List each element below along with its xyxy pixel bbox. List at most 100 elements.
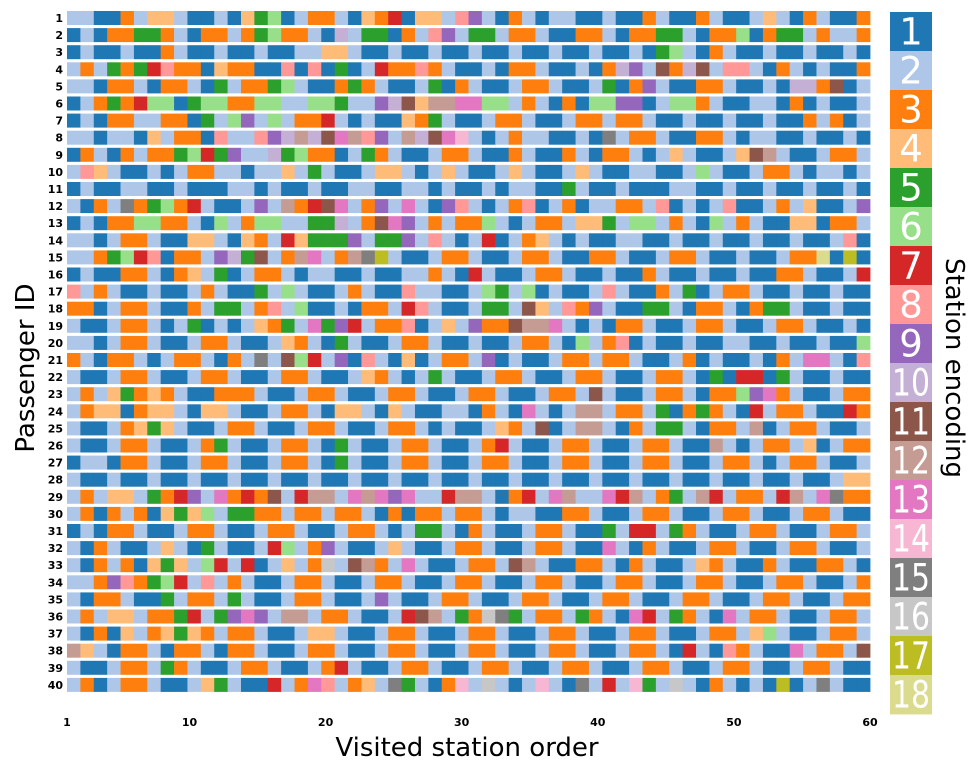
heatmap-cell (321, 147, 336, 162)
heatmap-cell (642, 164, 657, 179)
heatmap-cell (227, 79, 242, 94)
heatmap-cell (401, 421, 416, 436)
heatmap-cell (281, 96, 295, 111)
heatmap-cell (214, 233, 228, 248)
heatmap-cell (629, 472, 643, 487)
heatmap-cell (776, 438, 791, 453)
heatmap-cell (80, 387, 95, 402)
y-tick-label: 27 (48, 457, 63, 470)
heatmap-cell (107, 130, 121, 145)
heatmap-cell (495, 660, 510, 675)
heatmap-cell (629, 233, 643, 248)
heatmap-cell (562, 45, 576, 60)
heatmap-cell (468, 301, 483, 316)
heatmap-cell (749, 216, 764, 231)
heatmap-cell (803, 506, 817, 521)
heatmap-cell (147, 113, 162, 128)
y-tick-label: 33 (48, 559, 63, 572)
heatmap-cell (575, 301, 590, 316)
heatmap-cell (789, 609, 804, 624)
heatmap-cell (843, 370, 858, 385)
heatmap-cell (321, 592, 336, 607)
heatmap-cell (174, 45, 188, 60)
heatmap-cell (669, 147, 684, 162)
heatmap-cell (655, 267, 670, 282)
heatmap-cell (522, 267, 536, 282)
heatmap-cell (441, 335, 456, 350)
heatmap-cell (776, 233, 791, 248)
heatmap-cell (575, 130, 590, 145)
heatmap-cell (67, 79, 81, 94)
heatmap-cell (655, 387, 670, 402)
y-tick-label: 11 (48, 183, 63, 196)
heatmap-cell (816, 421, 831, 436)
heatmap-cell (696, 79, 710, 94)
heatmap-cell (856, 438, 871, 453)
heatmap-cell (762, 164, 777, 179)
heatmap-cell (187, 575, 202, 590)
heatmap-cell (588, 575, 603, 590)
heatmap-cell (388, 387, 402, 402)
heatmap-cell (548, 370, 563, 385)
y-tick-label: 40 (48, 679, 64, 692)
heatmap-cell (334, 164, 349, 179)
heatmap-cell (816, 147, 831, 162)
heatmap-cell (829, 250, 844, 265)
heatmap-cell (776, 506, 791, 521)
heatmap-cell (856, 301, 871, 316)
heatmap-cell (147, 660, 162, 675)
heatmap-cell (829, 592, 844, 607)
heatmap-cell (187, 267, 202, 282)
heatmap-cell (348, 130, 362, 145)
heatmap-cell (401, 164, 416, 179)
heatmap-cell (575, 199, 590, 214)
y-tick-label: 29 (48, 491, 63, 504)
heatmap-cell (294, 660, 309, 675)
heatmap-cell (629, 199, 643, 214)
heatmap-cell (762, 626, 777, 641)
heatmap-cell (575, 575, 590, 590)
heatmap-cell (361, 164, 376, 179)
heatmap-cell (709, 318, 724, 333)
heatmap-cell (803, 626, 817, 641)
heatmap-cell (227, 643, 242, 658)
heatmap-cell (803, 438, 817, 453)
heatmap-cell (348, 233, 362, 248)
heatmap-cell (107, 199, 121, 214)
heatmap-cell (120, 284, 135, 299)
heatmap-cell (361, 130, 376, 145)
heatmap-cell (107, 113, 121, 128)
heatmap-cell (736, 524, 750, 538)
heatmap-cell (107, 660, 121, 675)
heatmap-cell (240, 660, 255, 675)
heatmap-cell (267, 660, 282, 675)
heatmap-cell (455, 96, 469, 111)
heatmap-cell (281, 301, 295, 316)
heatmap-cell (696, 353, 710, 367)
heatmap-cell (374, 421, 389, 436)
heatmap-cell (508, 489, 523, 504)
heatmap-cell (696, 28, 710, 43)
legend-swatch (890, 129, 932, 169)
heatmap-cell (468, 164, 483, 179)
heatmap-cell (120, 387, 135, 402)
heatmap-cell (642, 455, 657, 470)
heatmap-cell (200, 370, 215, 385)
heatmap-cell (455, 182, 469, 196)
heatmap-cell (428, 267, 443, 282)
heatmap-cell (267, 541, 282, 556)
heatmap-cell (562, 267, 576, 282)
heatmap-cell (508, 11, 523, 25)
heatmap-cell (67, 318, 81, 333)
heatmap-cell (455, 267, 469, 282)
heatmap-cell (254, 353, 269, 367)
heatmap-cell (348, 79, 362, 94)
heatmap-cell (495, 472, 510, 487)
heatmap-cell (348, 609, 362, 624)
heatmap-cell (682, 353, 697, 367)
heatmap-cell (227, 250, 242, 265)
heatmap-cell (749, 541, 764, 556)
heatmap-cell (307, 267, 322, 282)
heatmap-cell (548, 421, 563, 436)
heatmap-cell (388, 62, 402, 77)
